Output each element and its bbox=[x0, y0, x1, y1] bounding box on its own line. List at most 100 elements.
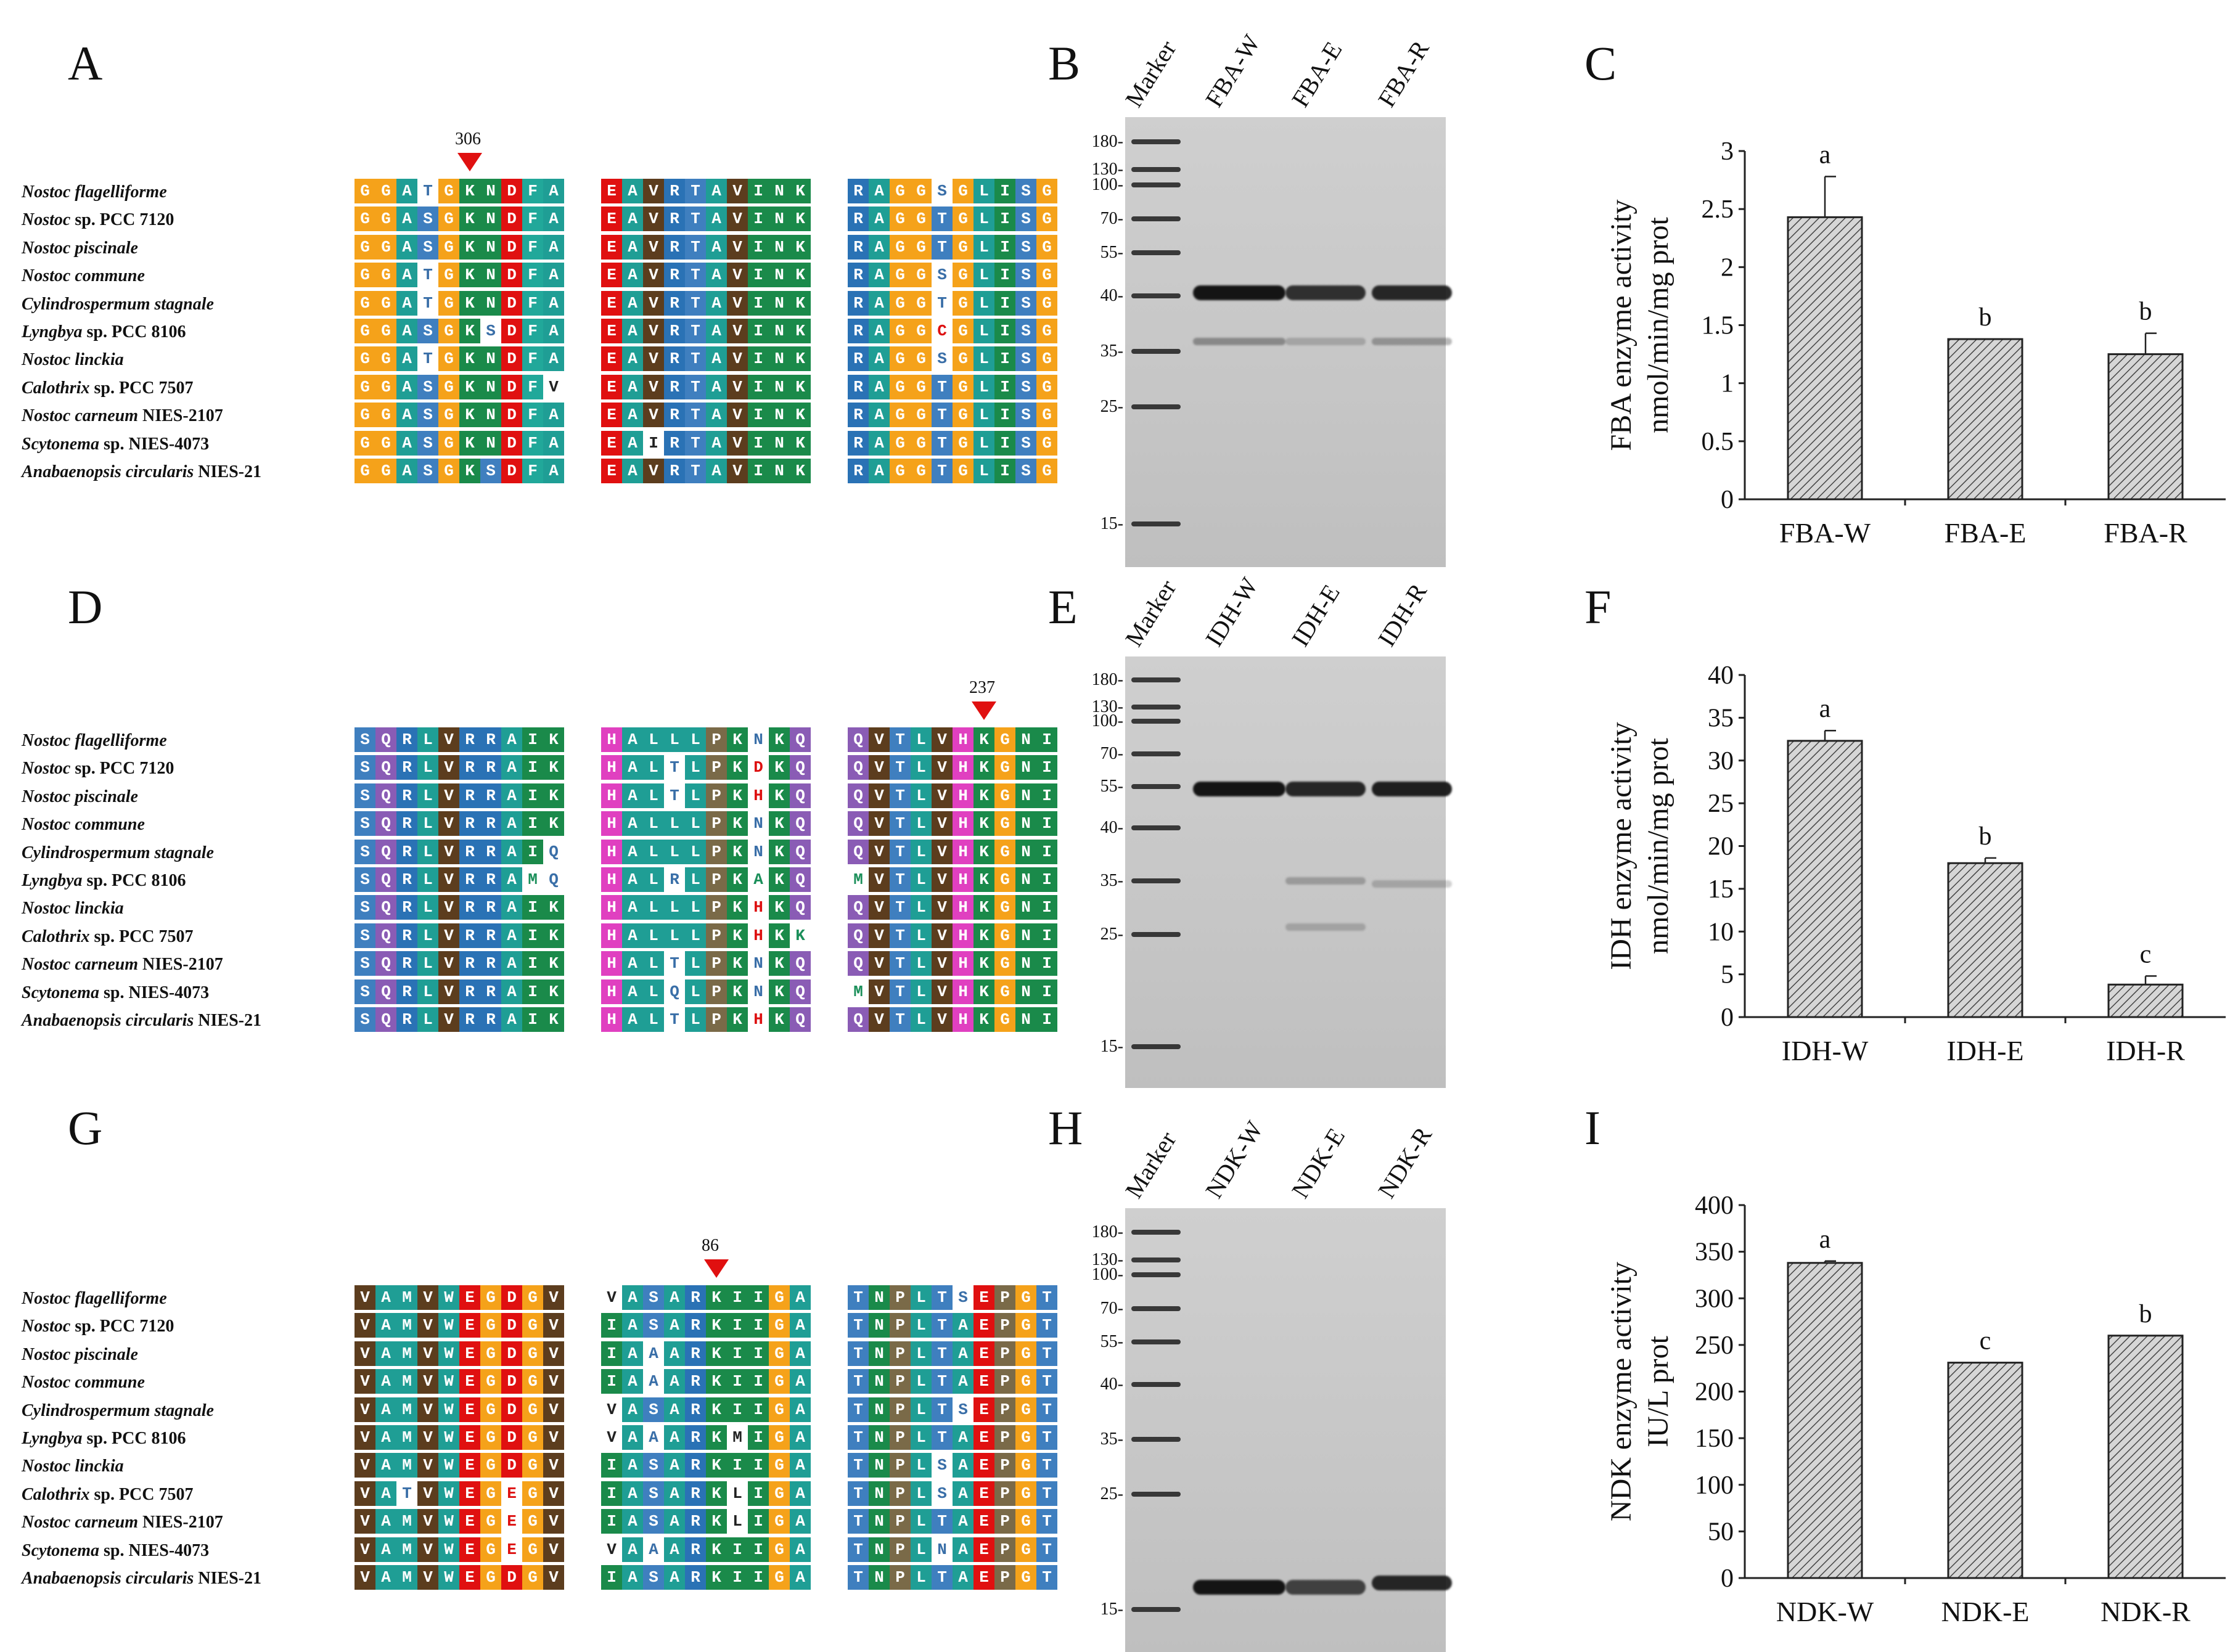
residue-cell: E bbox=[601, 459, 622, 483]
residue-cell: L bbox=[911, 1481, 932, 1506]
residue-cell: P bbox=[706, 923, 727, 948]
residue-cell: H bbox=[601, 755, 622, 780]
residue-cell: P bbox=[706, 895, 727, 920]
lane-label: NDK-E bbox=[1285, 1123, 1351, 1203]
residue-cell: T bbox=[848, 1537, 869, 1562]
residue-cell: D bbox=[501, 1425, 522, 1450]
residue-cell: I bbox=[643, 430, 664, 456]
species-label: Calothrix sp. PCC 7507 bbox=[22, 378, 194, 398]
residue-cell: K bbox=[706, 1537, 727, 1562]
ladder-size-label: 130- bbox=[1091, 1249, 1123, 1269]
protein-band bbox=[1285, 1580, 1366, 1595]
residue-cell: L bbox=[973, 459, 994, 483]
residue-cell: G bbox=[375, 263, 396, 288]
residue-cell: L bbox=[911, 1397, 932, 1422]
species-label: Nostoc piscinale bbox=[22, 787, 138, 806]
residue-cell: T bbox=[848, 1397, 869, 1422]
residue-cell: H bbox=[601, 867, 622, 892]
residue-cell: R bbox=[480, 727, 501, 752]
residue-cell: I bbox=[748, 1453, 769, 1478]
residue-cell: L bbox=[643, 783, 664, 808]
residue-cell: P bbox=[706, 979, 727, 1004]
residue-cell: G bbox=[522, 1341, 543, 1366]
residue-cell: D bbox=[501, 374, 522, 399]
residue-cell: V bbox=[417, 1565, 438, 1590]
residue-cell: S bbox=[417, 319, 438, 343]
residue-cell: N bbox=[869, 1537, 890, 1562]
residue-cell: P bbox=[994, 1397, 1015, 1422]
residue-cell: V bbox=[643, 179, 664, 203]
residue-cell: G bbox=[375, 179, 396, 203]
residue-cell: E bbox=[459, 1425, 480, 1450]
residue-cell: A bbox=[790, 1397, 811, 1422]
residue-cell: K bbox=[543, 895, 564, 920]
residue-cell: G bbox=[1015, 1285, 1036, 1310]
residue-cell: S bbox=[643, 1509, 664, 1534]
residue-cell: W bbox=[438, 1425, 459, 1450]
residue-cell: G bbox=[1015, 1369, 1036, 1394]
residue-cell: W bbox=[438, 1537, 459, 1562]
residue-cell: G bbox=[953, 234, 973, 260]
residue-cell: A bbox=[643, 1425, 664, 1450]
residue-cell: T bbox=[848, 1509, 869, 1534]
ladder-size-label: 25- bbox=[1100, 1484, 1123, 1503]
residue-cell: A bbox=[375, 1509, 396, 1534]
residue-cell: K bbox=[706, 1565, 727, 1590]
residue-cell: P bbox=[706, 951, 727, 976]
residue-cell: A bbox=[622, 459, 643, 483]
residue-cell: A bbox=[396, 403, 417, 428]
residue-cell: R bbox=[459, 783, 480, 808]
residue-cell: W bbox=[438, 1369, 459, 1394]
ladder-band bbox=[1131, 1491, 1181, 1497]
residue-cell: L bbox=[911, 1453, 932, 1478]
residue-cell: T bbox=[1036, 1537, 1057, 1562]
residue-cell: G bbox=[1015, 1341, 1036, 1366]
residue-cell: R bbox=[848, 346, 869, 372]
residue-cell: T bbox=[932, 1313, 953, 1338]
residue-cell: N bbox=[480, 374, 501, 399]
species-label: Nostoc flagelliforme bbox=[22, 1289, 167, 1308]
residue-cell: T bbox=[890, 839, 911, 864]
residue-cell: R bbox=[396, 1007, 417, 1032]
residue-cell: K bbox=[459, 263, 480, 288]
residue-cell: P bbox=[890, 1453, 911, 1478]
residue-cell: K bbox=[706, 1397, 727, 1422]
residue-cell: T bbox=[890, 867, 911, 892]
residue-cell: S bbox=[1015, 263, 1036, 288]
residue-cell: L bbox=[973, 263, 994, 288]
residue-cell: R bbox=[848, 459, 869, 483]
residue-cell: W bbox=[438, 1313, 459, 1338]
residue-cell: R bbox=[848, 263, 869, 288]
residue-cell: S bbox=[643, 1313, 664, 1338]
residue-cell: N bbox=[1015, 811, 1036, 836]
residue-cell: A bbox=[622, 1565, 643, 1590]
residue-cell: E bbox=[973, 1313, 994, 1338]
residue-cell: A bbox=[622, 1341, 643, 1366]
residue-cell: A bbox=[375, 1537, 396, 1562]
residue-cell: M bbox=[396, 1565, 417, 1590]
residue-cell: S bbox=[643, 1481, 664, 1506]
residue-cell: H bbox=[748, 783, 769, 808]
residue-cell: V bbox=[438, 1007, 459, 1032]
residue-cell: K bbox=[769, 1007, 790, 1032]
residue-cell: L bbox=[643, 811, 664, 836]
residue-cell: D bbox=[501, 1313, 522, 1338]
residue-cell: P bbox=[706, 1007, 727, 1032]
residue-cell: I bbox=[748, 459, 769, 483]
lane-label: IDH-R bbox=[1372, 578, 1433, 652]
residue-cell: T bbox=[932, 1425, 953, 1450]
residue-cell: Q bbox=[375, 923, 396, 948]
residue-cell: S bbox=[1015, 459, 1036, 483]
residue-cell: V bbox=[869, 951, 890, 976]
residue-cell: V bbox=[438, 783, 459, 808]
residue-cell: H bbox=[953, 783, 973, 808]
residue-cell: I bbox=[522, 895, 543, 920]
residue-cell: A bbox=[953, 1313, 973, 1338]
